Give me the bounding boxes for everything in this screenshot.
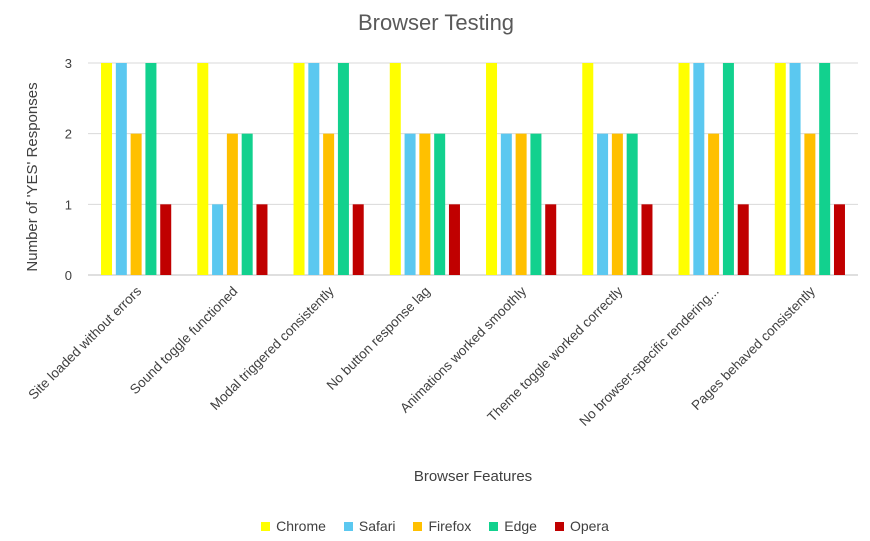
chart-title: Browser Testing bbox=[358, 10, 514, 35]
legend-label: Chrome bbox=[276, 518, 326, 534]
legend-swatch bbox=[489, 521, 499, 531]
legend-item-chrome: Chrome bbox=[261, 518, 326, 534]
bar-chrome bbox=[389, 63, 401, 275]
bar-firefox bbox=[515, 133, 527, 275]
bar-opera bbox=[160, 204, 172, 275]
legend-item-edge: Edge bbox=[489, 518, 537, 534]
legend: Chrome Safari Firefox Edge Opera bbox=[0, 518, 870, 534]
bar-safari bbox=[212, 204, 224, 275]
x-axis-title: Browser Features bbox=[414, 468, 532, 485]
bar-safari bbox=[597, 133, 609, 275]
legend-label: Safari bbox=[358, 518, 396, 534]
bar-edge bbox=[337, 63, 349, 275]
legend-swatch bbox=[413, 521, 423, 531]
bar-edge bbox=[819, 63, 831, 275]
bar-chrome bbox=[197, 63, 209, 275]
x-category-label: Site loaded without errors bbox=[25, 283, 144, 402]
bar-opera bbox=[641, 204, 653, 275]
y-axis-title: Number of 'YES' Responses bbox=[24, 82, 41, 271]
bar-firefox bbox=[226, 133, 238, 275]
bar-edge bbox=[241, 133, 253, 275]
bar-edge bbox=[530, 133, 542, 275]
legend-swatch bbox=[554, 521, 564, 531]
legend-swatch bbox=[261, 521, 271, 531]
bar-opera bbox=[256, 204, 268, 275]
bar-chrome bbox=[486, 63, 498, 275]
legend-label: Firefox bbox=[428, 518, 472, 534]
bar-firefox bbox=[323, 133, 335, 275]
bar-opera bbox=[545, 204, 557, 275]
bar-edge bbox=[722, 63, 734, 275]
y-tick-label: 0 bbox=[65, 268, 72, 283]
bar-chrome bbox=[101, 63, 113, 275]
legend-swatch bbox=[343, 521, 353, 531]
bar-firefox bbox=[804, 133, 816, 275]
legend-item-opera: Opera bbox=[554, 518, 609, 534]
bar-opera bbox=[833, 204, 845, 275]
bar-edge bbox=[626, 133, 638, 275]
bar-firefox bbox=[130, 133, 142, 275]
bar-chrome bbox=[774, 63, 786, 275]
bar-opera bbox=[352, 204, 364, 275]
bar-safari bbox=[308, 63, 320, 275]
bar-edge bbox=[145, 63, 157, 275]
bar-opera bbox=[448, 204, 460, 275]
bar-edge bbox=[434, 133, 446, 275]
legend-item-safari: Safari bbox=[343, 518, 396, 534]
bar-safari bbox=[693, 63, 705, 275]
bar-firefox bbox=[708, 133, 720, 275]
bar-firefox bbox=[419, 133, 431, 275]
legend-label: Opera bbox=[569, 518, 609, 534]
bar-opera bbox=[737, 204, 749, 275]
bar-chrome bbox=[293, 63, 305, 275]
bar-safari bbox=[789, 63, 801, 275]
x-category-label: Sound toggle functioned bbox=[127, 284, 241, 398]
y-tick-label: 3 bbox=[65, 56, 72, 71]
bar-chrome bbox=[678, 63, 690, 275]
bar-chrome bbox=[582, 63, 594, 275]
legend-item-firefox: Firefox bbox=[413, 518, 471, 534]
bar-firefox bbox=[611, 133, 623, 275]
y-tick-label: 1 bbox=[65, 197, 72, 212]
bar-safari bbox=[500, 133, 512, 275]
x-category-label: No button response lag bbox=[324, 284, 433, 393]
y-tick-label: 2 bbox=[65, 127, 72, 142]
bar-safari bbox=[115, 63, 127, 275]
y-axis-ticks: 0 1 2 3 bbox=[65, 56, 72, 283]
bars-layer bbox=[101, 63, 845, 275]
legend-label: Edge bbox=[504, 518, 537, 534]
bar-safari bbox=[404, 133, 416, 275]
